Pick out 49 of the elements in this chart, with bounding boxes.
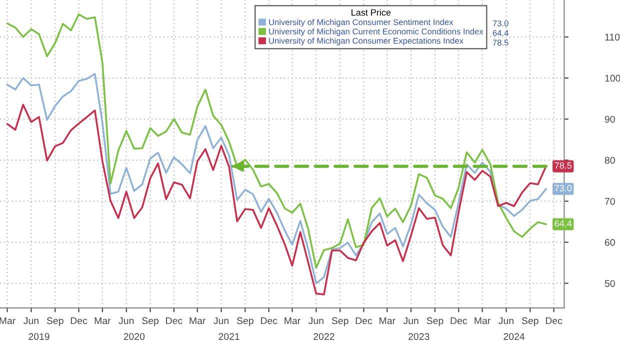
y-tick-label: 70 bbox=[604, 198, 615, 205]
x2-tick-label: 2023 bbox=[408, 333, 430, 340]
y-tick-label: 110 bbox=[605, 34, 620, 41]
line-series bbox=[6, 73, 547, 284]
x-tick-label: Sep bbox=[522, 317, 538, 326]
text: 64.4 bbox=[492, 30, 508, 36]
text: 73.0 bbox=[492, 20, 508, 26]
x-tick-label: Dec bbox=[356, 317, 372, 324]
text: 78.5 bbox=[492, 40, 508, 46]
x-tick-label: Dec bbox=[166, 317, 182, 324]
x-tick-label: Jun bbox=[118, 317, 134, 324]
x2-tick-label: 2019 bbox=[28, 333, 50, 340]
x-tick-label: Mar bbox=[380, 317, 396, 324]
y-tick-label: 100 bbox=[605, 74, 620, 82]
legend-label: University of Michigan Consumer Sentiment Index bbox=[269, 19, 454, 27]
x-tick-label: Dec bbox=[260, 317, 278, 324]
y-tick-label: 60 bbox=[604, 239, 615, 246]
x-tick-label: Mar bbox=[0, 317, 16, 324]
x-tick-label: Jun bbox=[214, 317, 228, 324]
x-tick-label: Sep bbox=[46, 317, 64, 326]
x-tick-label: Jun bbox=[308, 317, 324, 324]
x-tick-label: Jun bbox=[403, 317, 418, 324]
y-tick-label: 90 bbox=[604, 116, 615, 123]
x-tick-label: Mar bbox=[94, 317, 111, 324]
x2-tick-label: 2022 bbox=[314, 333, 334, 340]
line-series bbox=[6, 104, 547, 296]
x-tick-label: Dec bbox=[450, 317, 468, 324]
x-tick-label: Dec bbox=[70, 317, 88, 324]
legend-label: University of Michigan Consumer Expectations Index bbox=[269, 38, 464, 46]
y-tick-label: 80 bbox=[604, 156, 615, 164]
data-label: 78.5 bbox=[554, 162, 572, 169]
x-tick-label: Mar bbox=[284, 317, 300, 324]
x-tick-label: Sep bbox=[236, 317, 254, 326]
x-tick-label: Sep bbox=[142, 317, 159, 326]
x-tick-label: Mar bbox=[190, 317, 206, 324]
x-tick-label: Dec bbox=[546, 317, 562, 324]
x2-tick-label: 2024 bbox=[504, 333, 525, 340]
data-label: 64.4 bbox=[554, 220, 572, 227]
y-tick-label: 50 bbox=[604, 280, 615, 287]
data-label: 73.0 bbox=[554, 184, 572, 192]
x-tick-label: Sep bbox=[426, 317, 444, 326]
x-tick-label: Mar bbox=[474, 317, 491, 324]
x-tick-label: Jun bbox=[498, 317, 514, 324]
x-tick-label: Jun bbox=[24, 317, 38, 324]
legend-title: Last Price bbox=[352, 9, 391, 16]
x2-tick-label: 2021 bbox=[218, 333, 240, 340]
x-tick-label: Sep bbox=[332, 317, 348, 326]
x2-tick-label: 2020 bbox=[124, 333, 145, 340]
legend-label: University of Michigan Current Economic Conditions Index bbox=[269, 28, 484, 36]
